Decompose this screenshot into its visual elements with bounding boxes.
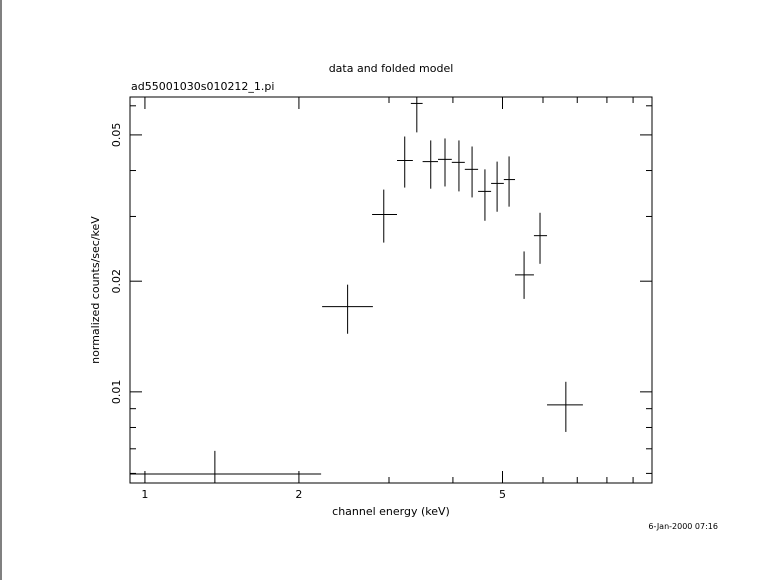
y-tick-label: 0.05 — [110, 123, 123, 148]
x-axis-label: channel energy (keV) — [332, 505, 450, 518]
plot-frame — [129, 96, 653, 484]
y-tick-label: 0.01 — [110, 380, 123, 405]
x-tick-label: 5 — [499, 488, 506, 501]
timestamp: 6-Jan-2000 07:16 — [648, 522, 718, 531]
file-name: ad55001030s010212_1.pi — [131, 80, 274, 93]
data-layer — [130, 97, 583, 483]
chart-title: data and folded model — [329, 62, 454, 75]
y-axis-label: normalized counts/sec/keV — [89, 216, 102, 364]
x-tick-label: 2 — [295, 488, 302, 501]
x-tick-label: 1 — [141, 488, 148, 501]
y-tick-label: 0.02 — [110, 269, 123, 294]
